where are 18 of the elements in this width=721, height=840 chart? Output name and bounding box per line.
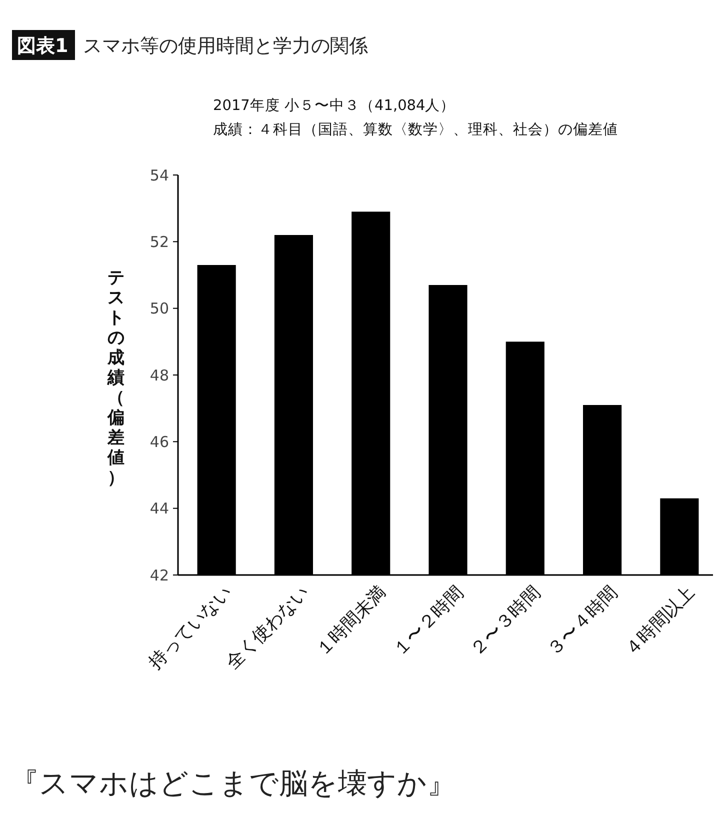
x-tick-label: ２〜３時間 [466,582,545,661]
chart-subtitle: 2017年度 小５〜中３（41,084人） [213,97,456,114]
y-tick-label: 46 [150,432,169,451]
chart-title: スマホ等の使用時間と学力の関係 [83,35,368,57]
y-tick-label: 44 [150,500,169,518]
y-tick-label: 50 [150,300,169,318]
y-tick-label: 48 [150,366,169,384]
text: テストの成績（偏差値） [108,268,124,488]
y-tick-label: 54 [150,166,169,184]
x-tick-label: ３〜４時間 [543,582,622,661]
y-tick-label: 52 [150,232,169,251]
text: 『スマホはどこまで脳を壊すか』 [10,766,456,800]
y-tick-label: 42 [150,566,169,584]
text: 成績：４科目（国語、算数〈数学〉、理科、社会）の偏差値 [213,121,618,138]
text: 図表1 [17,35,68,57]
x-tick-label: １時間未満 [312,582,390,661]
x-tick-label: ４時間以上 [620,582,699,661]
x-tick-label: １〜２時間 [389,582,468,661]
